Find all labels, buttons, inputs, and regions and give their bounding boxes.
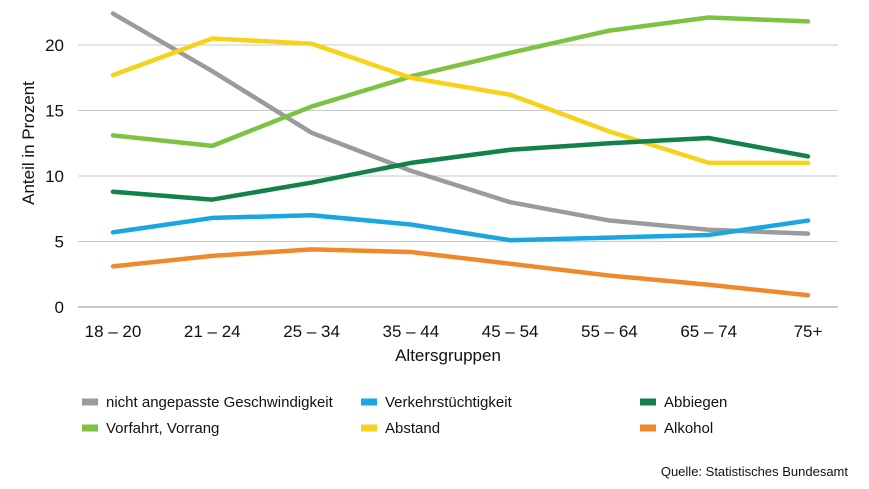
y-axis-label: Anteil in Prozent: [19, 81, 38, 205]
y-tick-label: 5: [55, 233, 64, 252]
x-tick-label: 45 – 54: [482, 322, 539, 341]
series-line-1: [110, 15, 811, 149]
legend: nicht angepasste Geschwindigkeit Vorfahrt…: [82, 394, 727, 437]
x-tick-label: 18 – 20: [85, 322, 142, 341]
legend-item: Vorfahrt, Vorrang: [82, 420, 219, 437]
x-tick-label: 65 – 74: [680, 322, 737, 341]
y-tick-label: 10: [45, 167, 64, 186]
y-tick-label: 0: [55, 298, 64, 317]
series-lines: [110, 11, 811, 298]
series-line-0: [110, 11, 811, 236]
series-line-5: [110, 247, 811, 298]
grid-lines: [78, 44, 838, 308]
series-line-3: [110, 36, 811, 166]
legend-item: nicht angepasste Geschwindigkeit: [82, 394, 334, 411]
y-tick-label: 20: [45, 36, 64, 55]
y-tick-label: 15: [45, 102, 64, 121]
y-tick-labels: 0 5 10 15 20: [45, 36, 64, 317]
source-note: Quelle: Statistisches Bundesamt: [661, 464, 849, 479]
x-axis-label: Altersgruppen: [395, 346, 501, 365]
legend-label: Abstand: [385, 420, 440, 437]
legend-item: Abbiegen: [640, 394, 727, 411]
x-tick-label: 75+: [794, 322, 823, 341]
x-tick-label: 35 – 44: [382, 322, 439, 341]
legend-label: Verkehrstüchtigkeit: [385, 394, 513, 411]
series-line-4: [110, 135, 811, 202]
x-tick-labels: 18 – 20 21 – 24 25 – 34 35 – 44 45 – 54 55 – …: [85, 322, 823, 341]
legend-label: nicht angepasste Geschwindigkeit: [106, 394, 334, 411]
legend-label: Vorfahrt, Vorrang: [106, 420, 219, 437]
x-tick-label: 25 – 34: [283, 322, 340, 341]
legend-label: Abbiegen: [664, 394, 727, 411]
legend-label: Alkohol: [664, 420, 713, 437]
legend-item: Alkohol: [640, 420, 713, 437]
x-tick-label: 21 – 24: [184, 322, 241, 341]
legend-item: Verkehrstüchtigkeit: [361, 394, 513, 411]
series-line-2: [110, 213, 811, 243]
legend-item: Abstand: [361, 420, 440, 437]
x-tick-label: 55 – 64: [581, 322, 638, 341]
